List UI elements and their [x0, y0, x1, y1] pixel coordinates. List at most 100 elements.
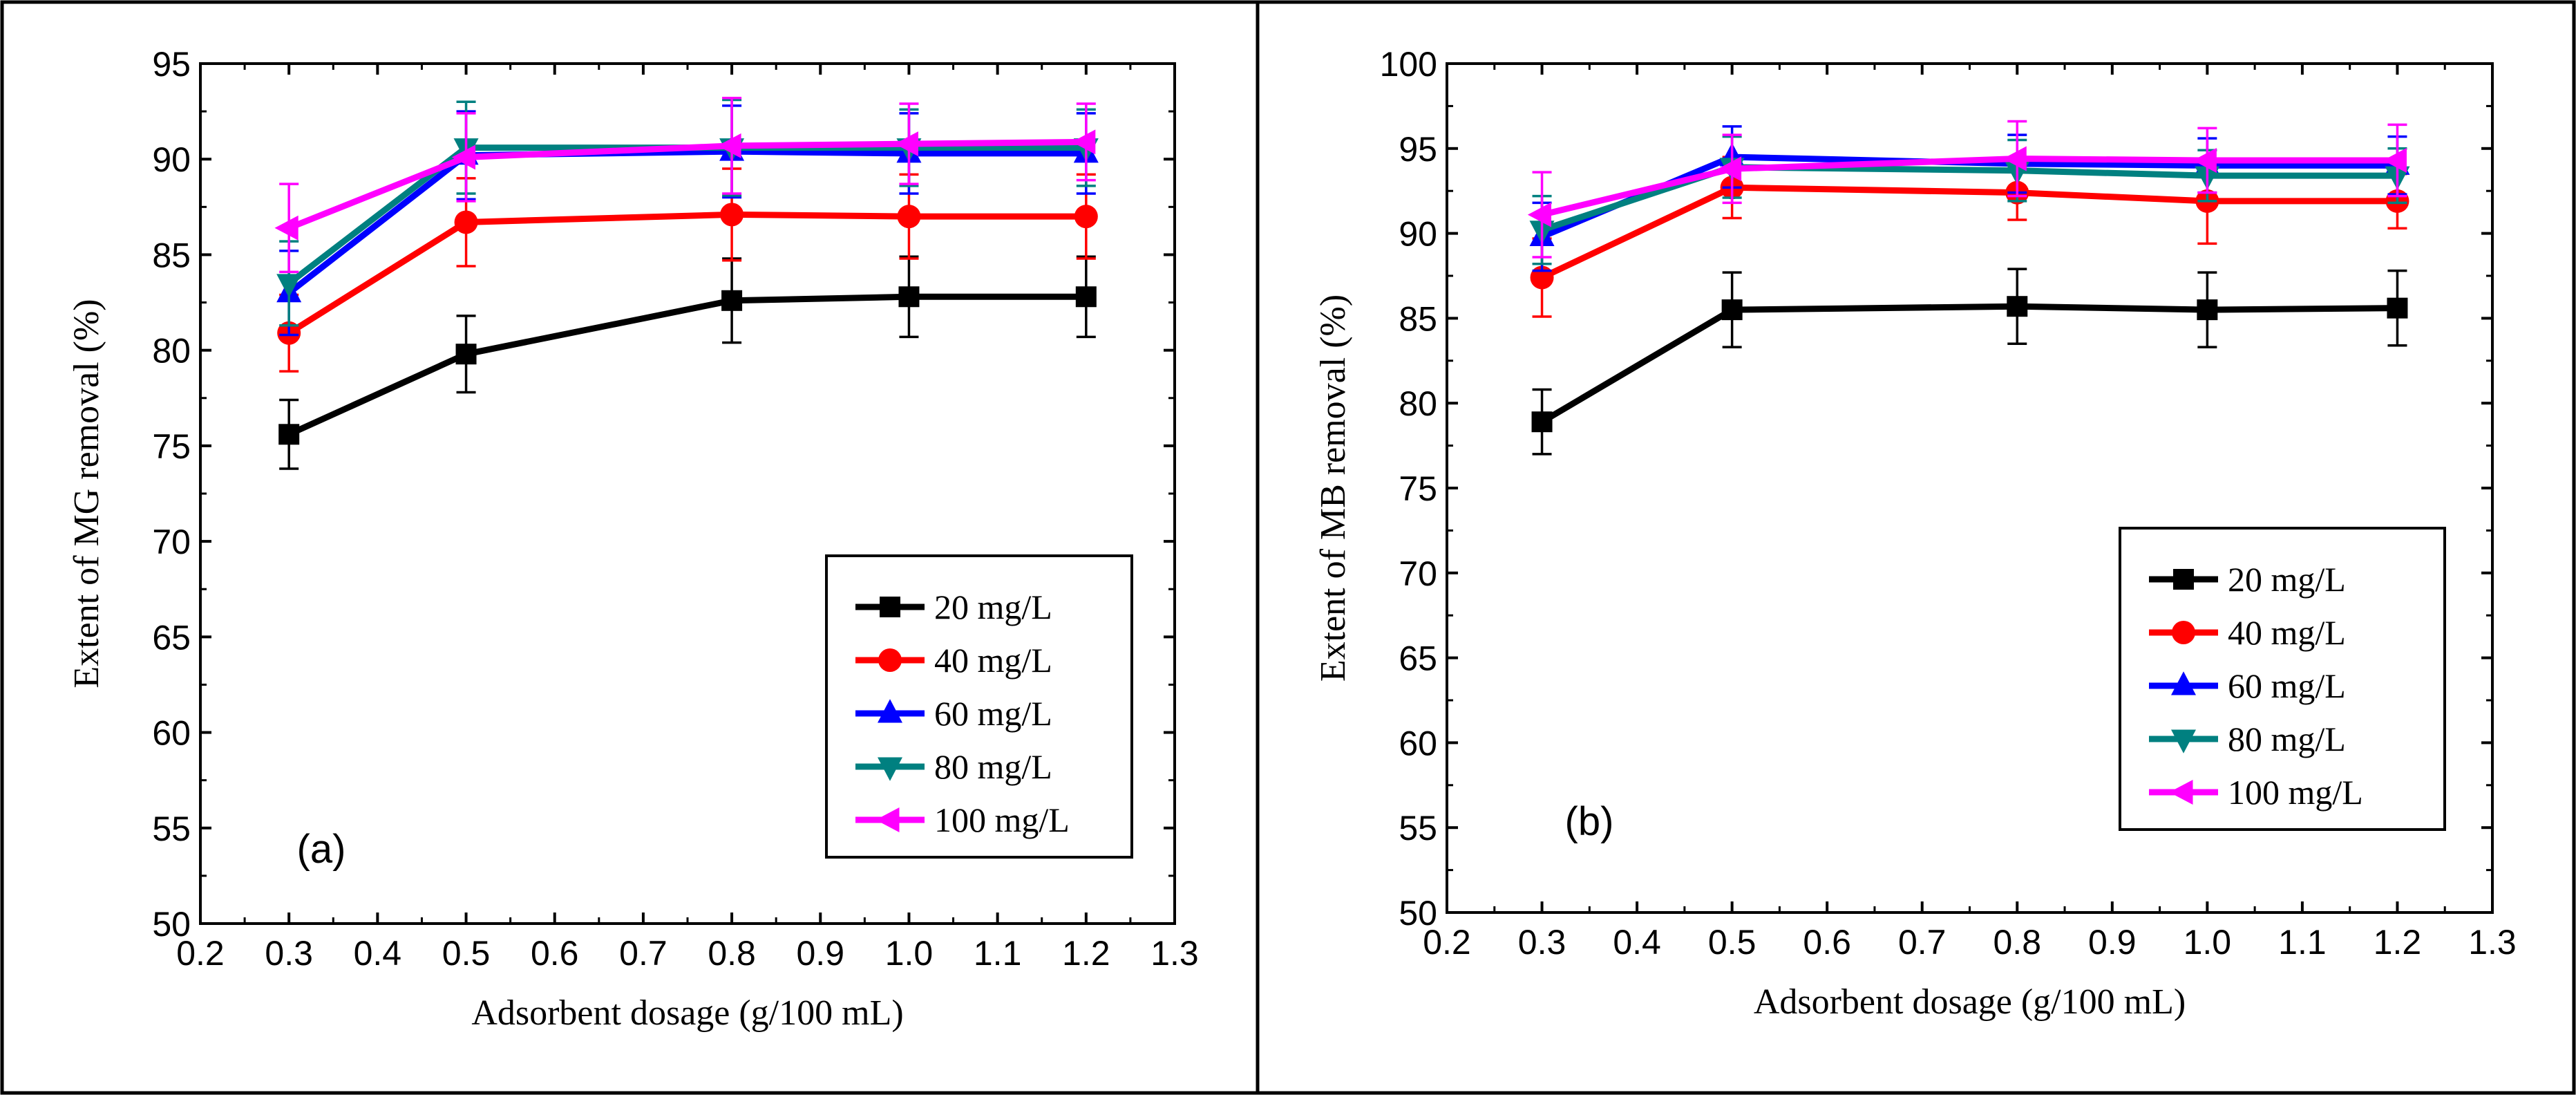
legend-entry: 60 mg/L	[2149, 666, 2346, 705]
series-line	[287, 148, 1086, 296]
data-point	[1074, 205, 1098, 229]
x-tick-label: 0.5	[442, 934, 491, 973]
x-tick-label: 0.2	[176, 934, 225, 973]
legend-label: 40 mg/L	[934, 641, 1052, 680]
y-tick-label: 50	[152, 905, 191, 944]
y-tick-label: 90	[1399, 215, 1437, 254]
x-tick-label: 1.2	[2374, 923, 2422, 962]
data-point	[454, 210, 478, 234]
panel-label: (a)	[297, 827, 346, 872]
x-tick-label: 1.1	[2278, 923, 2327, 962]
x-tick-label: 0.2	[1423, 923, 1471, 962]
legend-swatch-marker	[2171, 729, 2196, 754]
legend-label: 20 mg/L	[2228, 560, 2346, 599]
legend-label: 60 mg/L	[934, 694, 1052, 733]
legend-label: 100 mg/L	[934, 801, 1070, 839]
data-point	[455, 344, 477, 365]
y-tick-label: 50	[1399, 894, 1437, 933]
legend-swatch-marker	[2169, 780, 2193, 805]
y-tick-label: 85	[152, 236, 191, 274]
x-tick-label: 1.1	[974, 934, 1022, 973]
data-point	[717, 133, 741, 158]
data-point	[2383, 147, 2407, 173]
y-tick-label: 95	[152, 45, 191, 84]
x-tick-label: 0.3	[265, 934, 313, 973]
y-tick-label: 65	[1399, 639, 1437, 678]
x-axis-title: Adsorbent dosage (g/100 mL)	[1754, 982, 2186, 1022]
y-tick-label: 55	[1399, 809, 1437, 848]
y-tick-label: 100	[1380, 45, 1437, 84]
y-axis-title: Extent of MB removal (%)	[1314, 294, 1353, 682]
data-point	[1072, 129, 1096, 155]
panel-b: 0.2 0.3 0.4 0.5 0.6 0.7 0.8 0.9 1.0 1.1 1.2 1.3 50 55…	[1314, 45, 2517, 1022]
legend-label: 40 mg/L	[2228, 613, 2346, 652]
x-tick-label: 1.0	[2184, 923, 2232, 962]
y-tick-label: 80	[1399, 384, 1437, 423]
x-tick-label: 1.3	[2468, 923, 2517, 962]
x-tick-label: 0.9	[2088, 923, 2137, 962]
y-tick-label: 55	[152, 809, 191, 848]
legend-entry: 20 mg/L	[2149, 560, 2346, 599]
y-tick-label: 75	[152, 427, 191, 466]
data-point	[278, 424, 300, 445]
panel-a: 0.2 0.3 0.4 0.5 0.6 0.7 0.8 0.9 1.0 1.1 1.2 1.3 50 55…	[67, 45, 1199, 1033]
legend-swatch-marker	[2171, 671, 2196, 695]
data-point	[1721, 299, 1743, 321]
x-tick-label: 0.6	[531, 934, 579, 973]
data-point	[1531, 411, 1553, 433]
data-point	[451, 144, 476, 170]
panel-label: (b)	[1565, 799, 1614, 844]
x-tick-label: 0.4	[354, 934, 402, 973]
legend-swatch-marker	[2173, 569, 2194, 590]
data-point	[274, 215, 299, 241]
x-tick-label: 1.3	[1150, 934, 1199, 973]
y-tick-label: 90	[152, 140, 191, 179]
series-100-mg-l	[274, 97, 1096, 274]
y-axis-title: Extent of MG removal (%)	[67, 299, 106, 688]
legend-label: 60 mg/L	[2228, 666, 2346, 705]
series-line	[287, 211, 1086, 336]
legend: 20 mg/L 40 mg/L 60 mg/L 80 mg/L 100 mg/L	[2119, 527, 2446, 831]
series-80-mg-l	[276, 98, 1099, 327]
data-point	[720, 203, 744, 227]
legend-entry: 40 mg/L	[2149, 613, 2346, 652]
y-tick-label: 85	[1399, 299, 1437, 338]
legend-label: 20 mg/L	[934, 588, 1052, 626]
data-point	[1075, 286, 1097, 308]
data-point	[1717, 156, 1742, 182]
y-tick-label: 65	[152, 618, 191, 657]
legend: 20 mg/L 40 mg/L 60 mg/L 80 mg/L 100 mg/L	[825, 554, 1133, 859]
data-point	[276, 274, 302, 298]
data-point	[2002, 146, 2027, 171]
data-point	[1527, 202, 1552, 227]
data-point	[897, 205, 921, 229]
legend-entry: 80 mg/L	[2149, 720, 2346, 758]
series-20-mg-l	[1531, 268, 2408, 456]
x-tick-label: 0.8	[1993, 923, 2042, 962]
series-40-mg-l	[1530, 156, 2409, 318]
legend-swatch-marker	[880, 597, 900, 617]
data-point	[721, 290, 743, 311]
x-tick-label: 0.5	[1708, 923, 1756, 962]
y-tick-label: 60	[1399, 724, 1437, 762]
legend-swatch-marker	[878, 757, 902, 781]
x-tick-label: 1.2	[1062, 934, 1110, 973]
legend-entry: 100 mg/L	[855, 801, 1070, 839]
data-point	[2387, 297, 2408, 319]
y-tick-label: 80	[152, 332, 191, 371]
x-tick-label: 0.7	[1898, 923, 1947, 962]
x-tick-label: 0.9	[797, 934, 845, 973]
series-line	[287, 293, 1086, 438]
data-point	[2007, 296, 2028, 317]
x-tick-label: 0.6	[1803, 923, 1851, 962]
legend-entry: 40 mg/L	[855, 641, 1052, 680]
series-100-mg-l	[1527, 120, 2407, 259]
series-20-mg-l	[278, 255, 1097, 470]
y-tick-label: 70	[152, 523, 191, 561]
y-tick-label: 95	[1399, 130, 1437, 169]
data-point	[2197, 299, 2218, 321]
y-tick-label: 60	[152, 714, 191, 753]
legend-label: 100 mg/L	[2228, 773, 2363, 812]
